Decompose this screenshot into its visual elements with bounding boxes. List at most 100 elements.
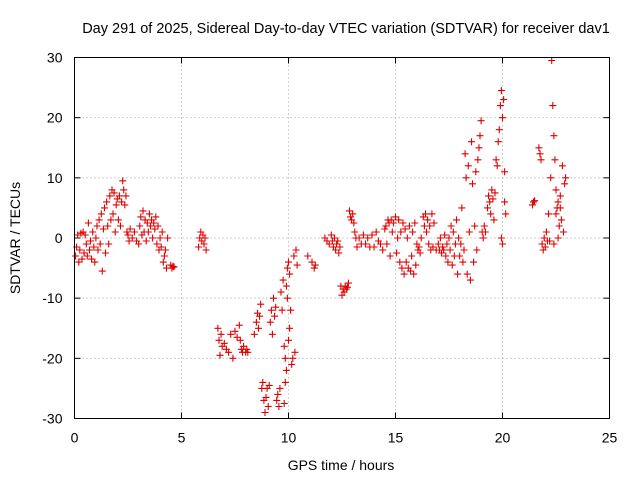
data-point — [481, 228, 489, 236]
data-point — [235, 321, 243, 329]
data-point — [502, 210, 510, 218]
data-point — [72, 252, 80, 260]
x-tick-label: 0 — [71, 430, 79, 446]
data-point — [439, 243, 447, 251]
data-point — [393, 249, 401, 257]
data-point — [541, 243, 549, 251]
data-point — [164, 234, 172, 242]
data-point — [280, 400, 288, 407]
data-point — [530, 198, 537, 206]
data-point — [93, 222, 101, 230]
data-point — [120, 186, 128, 194]
data-point — [456, 252, 464, 260]
data-point — [150, 219, 158, 227]
data-point — [343, 283, 351, 291]
data-point — [231, 327, 239, 335]
x-tick-label: 25 — [602, 430, 618, 446]
data-point — [550, 240, 558, 248]
data-point — [243, 345, 251, 353]
data-point — [492, 156, 500, 164]
data-point — [402, 258, 410, 266]
data-point — [275, 403, 283, 410]
y-tick-label: -30 — [42, 411, 62, 427]
data-point — [395, 216, 403, 224]
data-point — [153, 240, 161, 248]
data-point — [107, 216, 115, 224]
data-point — [495, 126, 503, 134]
data-point — [350, 219, 358, 227]
data-point — [362, 240, 369, 248]
data-point — [370, 243, 378, 251]
data-point — [289, 354, 297, 362]
data-point — [535, 144, 543, 152]
data-point — [271, 312, 279, 320]
data-points — [72, 57, 570, 416]
data-point — [236, 336, 244, 344]
data-point — [546, 237, 554, 245]
data-point — [286, 324, 294, 332]
data-point — [331, 234, 338, 242]
data-point — [497, 87, 505, 95]
data-point — [396, 258, 404, 266]
data-point — [225, 348, 233, 356]
data-point — [114, 216, 122, 224]
data-point — [130, 228, 138, 236]
data-point — [90, 243, 98, 251]
data-point — [416, 249, 424, 257]
data-point — [122, 192, 130, 200]
axis-ticks: 0 5 10 15 20 25 -30 -20 -10 0 10 20 30 — [42, 50, 617, 446]
data-point — [274, 390, 282, 398]
data-point — [401, 225, 409, 233]
data-point — [377, 240, 384, 248]
data-point — [379, 246, 387, 254]
data-point — [549, 102, 557, 110]
data-point — [484, 204, 491, 212]
data-point — [497, 234, 505, 242]
data-point — [462, 174, 470, 182]
data-point — [308, 258, 316, 266]
data-point — [283, 264, 291, 272]
data-point — [252, 318, 260, 326]
data-point — [105, 240, 113, 248]
data-point — [407, 267, 414, 275]
data-point — [257, 300, 265, 308]
data-point — [268, 330, 276, 338]
data-point — [156, 234, 164, 242]
data-point — [256, 312, 264, 320]
data-point — [104, 222, 112, 230]
data-point — [487, 210, 495, 218]
data-point — [449, 228, 457, 236]
data-point — [126, 225, 134, 233]
data-point — [290, 252, 298, 260]
data-point — [465, 228, 473, 236]
data-point — [557, 216, 565, 224]
data-point — [159, 258, 167, 266]
data-point — [422, 210, 429, 218]
data-point — [531, 197, 539, 205]
data-point — [409, 228, 417, 236]
data-point — [470, 258, 478, 266]
data-point — [423, 228, 430, 236]
data-point — [144, 228, 152, 236]
data-point — [440, 246, 448, 254]
data-point — [536, 150, 544, 158]
data-point — [123, 228, 131, 236]
y-tick-label: 10 — [47, 170, 63, 186]
data-point — [540, 234, 548, 242]
data-point — [472, 168, 480, 176]
data-point — [112, 201, 120, 209]
data-point — [448, 261, 456, 269]
data-point — [411, 219, 419, 227]
data-point — [304, 252, 312, 260]
data-point — [115, 192, 123, 200]
data-point — [381, 225, 389, 233]
data-point — [554, 198, 562, 206]
data-point — [102, 249, 109, 257]
data-point — [386, 252, 394, 260]
data-point — [344, 279, 352, 287]
chart-title: Day 291 of 2025, Sidereal Day-to-day VTE… — [82, 21, 610, 37]
data-point — [561, 180, 569, 188]
data-point — [288, 360, 296, 368]
x-tick-label: 5 — [178, 430, 186, 446]
data-point — [560, 228, 567, 236]
